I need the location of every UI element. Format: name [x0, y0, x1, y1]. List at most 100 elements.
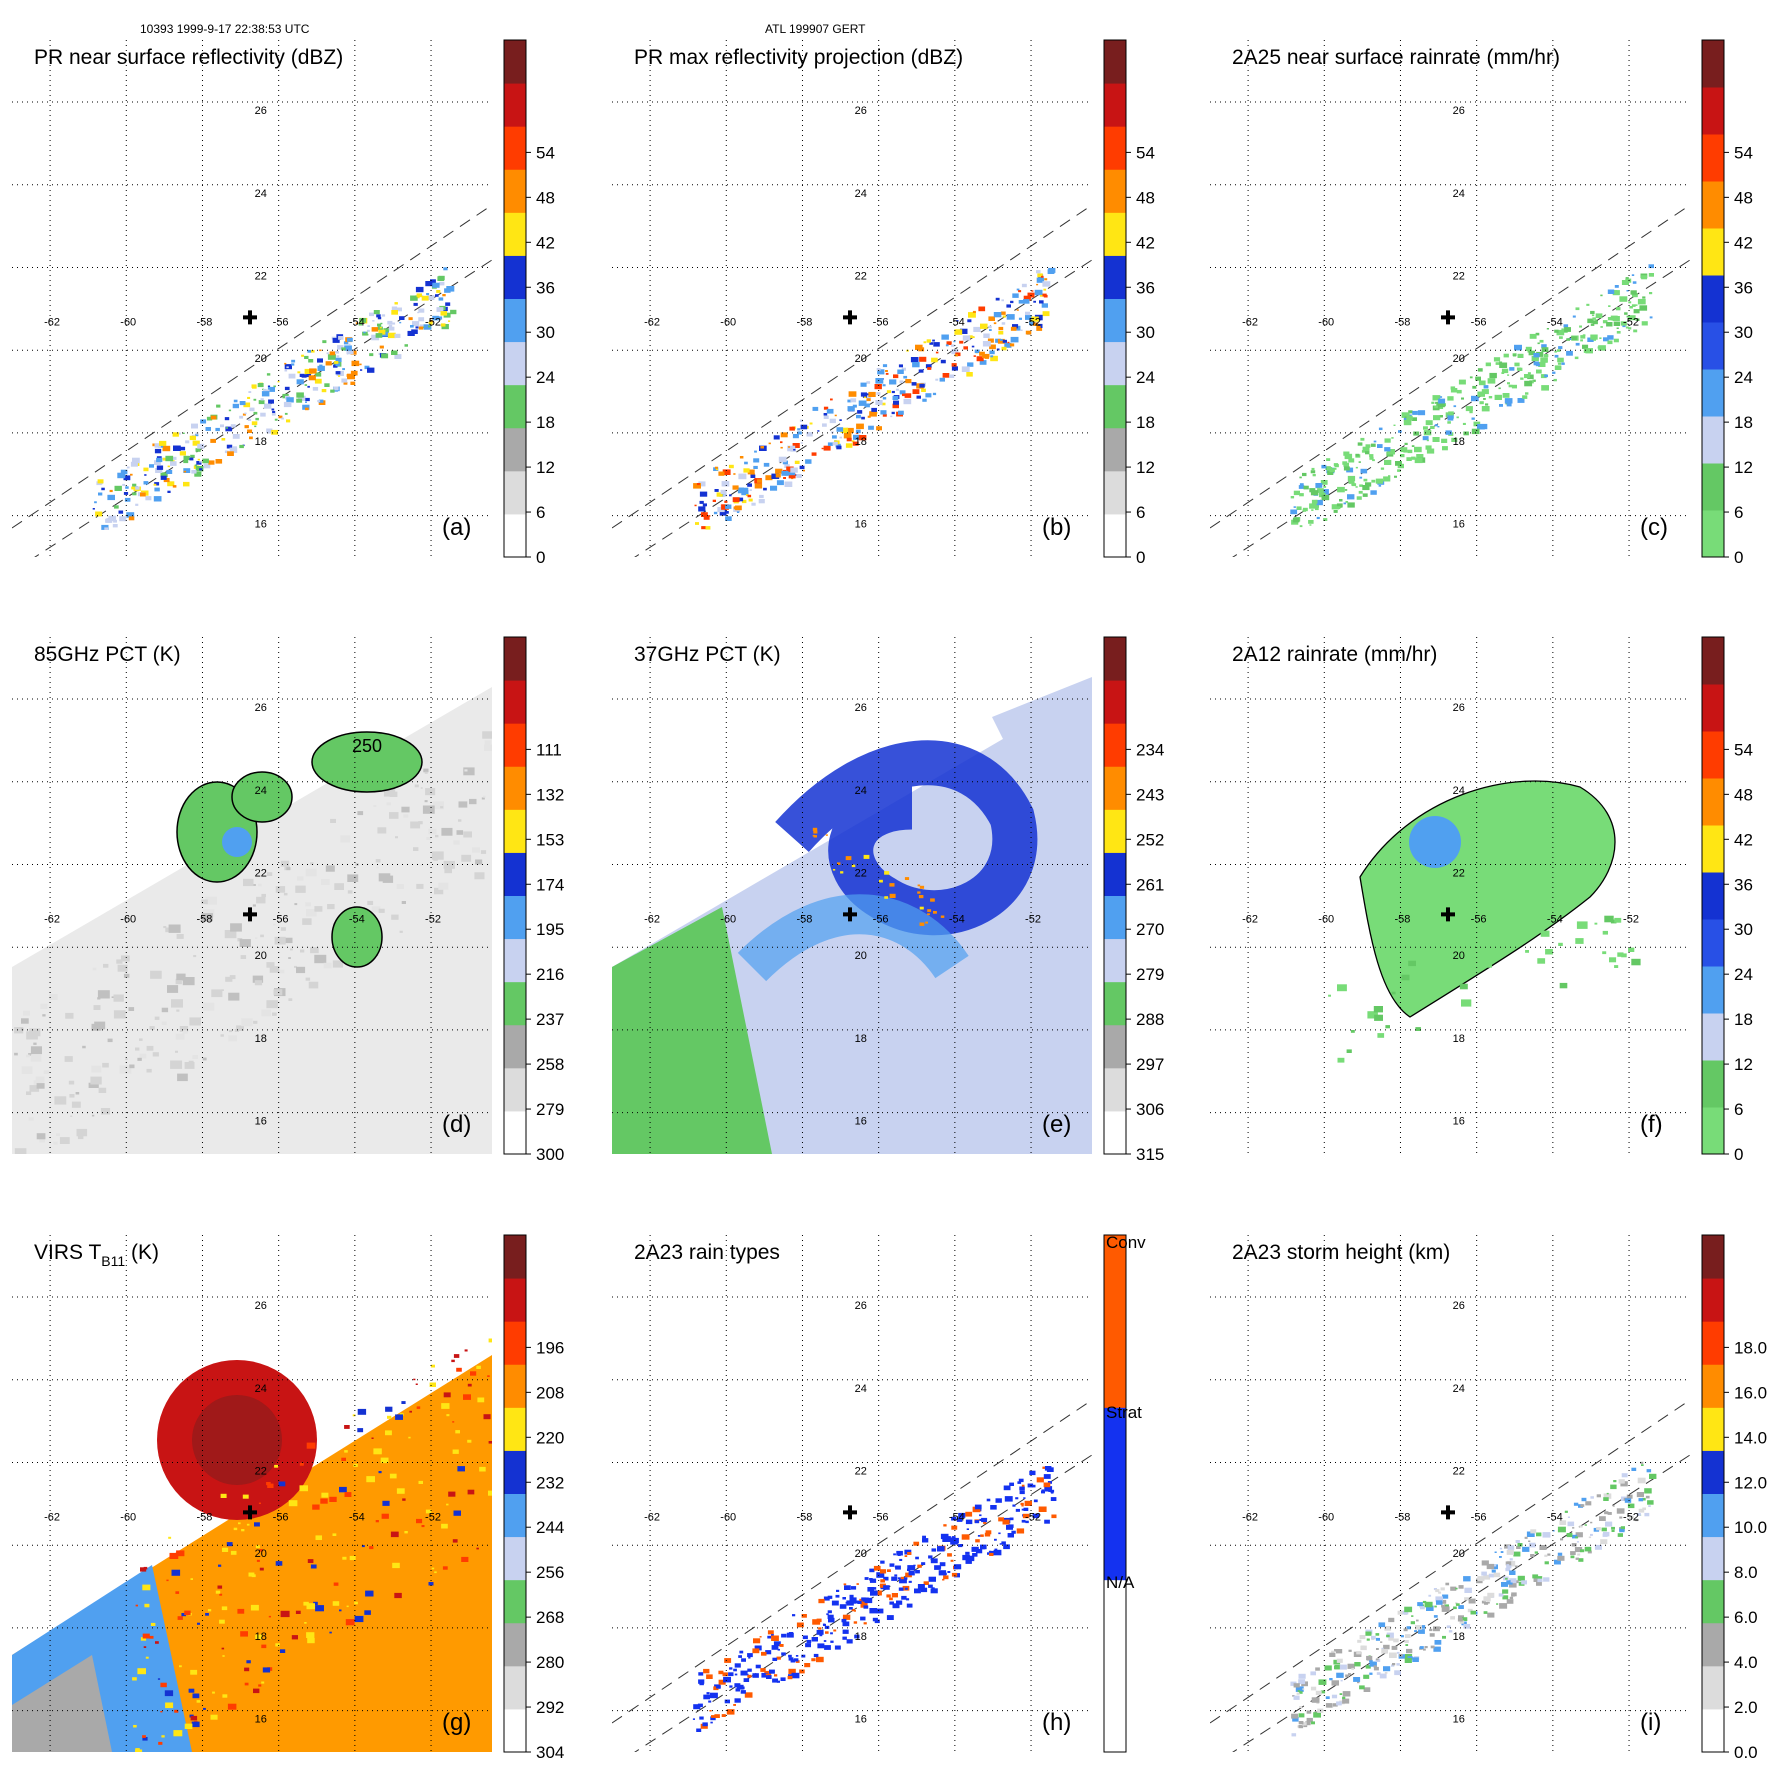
data-pixel — [842, 1636, 847, 1640]
data-pixel — [344, 1492, 352, 1497]
data-pixel — [1579, 1525, 1583, 1528]
data-pixel — [1348, 458, 1355, 463]
data-pixel — [1407, 1656, 1413, 1660]
data-pixel — [1487, 935, 1497, 942]
data-pixel — [161, 1021, 167, 1025]
data-pixel — [1566, 350, 1573, 356]
data-pixel — [1580, 339, 1583, 342]
data-pixel — [340, 835, 351, 843]
data-pixel — [1373, 1665, 1377, 1668]
storm-center-icon — [1441, 1505, 1455, 1520]
data-pixel — [160, 1682, 167, 1688]
data-pixel — [1016, 1528, 1025, 1534]
data-pixel — [792, 434, 799, 439]
data-pixel — [903, 375, 908, 379]
data-pixel — [436, 290, 441, 293]
data-pixel — [266, 373, 271, 376]
data-pixel — [744, 461, 748, 465]
data-pixel — [1019, 1490, 1025, 1495]
data-pixel — [989, 329, 992, 331]
panel-title: 85GHz PCT (K) — [34, 643, 181, 666]
data-pixel — [1576, 921, 1588, 929]
data-pixel — [166, 469, 173, 474]
data-pixel — [1417, 410, 1426, 416]
data-pixel — [248, 418, 252, 421]
data-pixel — [261, 1681, 265, 1684]
data-pixel — [1433, 415, 1441, 421]
data-pixel — [125, 486, 129, 489]
data-pixel — [1603, 337, 1609, 342]
data-pixel — [1508, 1582, 1517, 1588]
data-pixel — [183, 468, 191, 473]
data-pixel — [1572, 1534, 1578, 1539]
data-pixel — [1425, 445, 1432, 450]
data-pixel — [1002, 1519, 1010, 1525]
data-pixel — [933, 911, 937, 914]
data-pixel — [93, 1005, 101, 1010]
data-pixel — [902, 393, 906, 397]
data-pixel — [893, 400, 899, 405]
data-pixel — [122, 483, 125, 486]
data-pixel — [225, 426, 233, 432]
colorbar-frame — [1103, 39, 1127, 558]
data-pixel — [748, 1657, 751, 1659]
data-pixel — [1584, 1546, 1592, 1552]
data-pixel — [1471, 395, 1479, 402]
data-pixel — [780, 432, 788, 438]
data-pixel — [868, 391, 876, 397]
data-pixel — [388, 326, 395, 331]
data-pixel — [416, 293, 422, 298]
data-pixel — [1619, 1516, 1623, 1519]
longitude-label: -52 — [1623, 316, 1639, 328]
colorbar-segment — [1702, 275, 1724, 323]
data-pixel — [1010, 336, 1019, 343]
data-pixel — [1298, 1725, 1304, 1729]
data-pixel — [179, 451, 186, 456]
data-pixel — [1342, 1696, 1346, 1699]
data-pixel — [889, 379, 897, 385]
data-pixel — [971, 345, 975, 348]
data-pixel — [1611, 1529, 1615, 1532]
data-pixel — [1008, 1534, 1013, 1538]
data-pixel — [884, 871, 890, 875]
data-pixel — [701, 512, 708, 517]
data-pixel — [998, 1532, 1001, 1535]
colorbar-segment — [1702, 463, 1724, 511]
data-pixel — [266, 1000, 278, 1009]
data-pixel — [1585, 348, 1593, 354]
data-pixel — [882, 413, 887, 417]
data-pixel — [248, 391, 252, 393]
data-pixel — [1434, 405, 1438, 409]
panel-title: PR near surface reflectivity (dBZ) — [34, 46, 343, 69]
data-pixel — [874, 1590, 882, 1596]
data-pixel — [431, 1567, 435, 1570]
data-pixel — [1039, 294, 1043, 297]
data-pixel — [830, 398, 833, 401]
data-pixel — [737, 489, 744, 494]
data-pixel — [1534, 1551, 1538, 1554]
data-pixel — [722, 469, 731, 475]
colorbar-segment — [1104, 513, 1126, 558]
data-pixel — [891, 390, 895, 394]
data-pixel — [905, 1598, 910, 1601]
longitude-label: -60 — [120, 316, 136, 328]
data-pixel — [36, 1083, 45, 1089]
data-pixel — [739, 456, 744, 459]
data-pixel — [364, 1610, 371, 1615]
data-pixel — [1393, 424, 1396, 426]
data-pixel — [424, 800, 428, 803]
data-pixel — [1376, 1672, 1381, 1675]
data-pixel — [399, 316, 405, 320]
data-pixel — [842, 1597, 846, 1600]
data-pixel — [1339, 1664, 1347, 1670]
latitude-label: 24 — [255, 1383, 267, 1395]
data-pixel — [860, 392, 867, 397]
data-pixel — [353, 1463, 358, 1467]
data-pixel — [1559, 1520, 1567, 1525]
data-pixel — [183, 459, 189, 464]
data-pixel — [976, 356, 984, 362]
colorbar-segment — [1702, 1235, 1724, 1279]
data-pixel — [296, 966, 306, 974]
data-pixel — [192, 1055, 199, 1060]
